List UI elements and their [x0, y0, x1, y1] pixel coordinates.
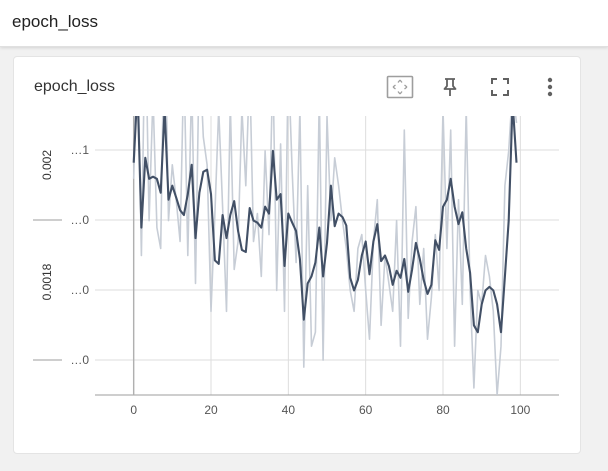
fullscreen-icon: [491, 78, 509, 96]
y-axis-value-label: 0.0018: [40, 263, 54, 300]
pin-button[interactable]: [436, 73, 464, 101]
fullscreen-button[interactable]: [486, 73, 514, 101]
y-tick-label: …0: [70, 213, 89, 227]
more-options-button[interactable]: [536, 73, 564, 101]
x-tick-label: 0: [130, 403, 137, 417]
y-tick-label: …1: [70, 143, 89, 157]
series-layer: [132, 116, 518, 395]
fit-domain-button[interactable]: [386, 73, 414, 101]
raw-series-line: [132, 116, 518, 395]
x-tick-label: 100: [510, 403, 530, 417]
fit-domain-icon: [386, 75, 414, 99]
y-axis-value-label: 0.002: [40, 150, 54, 180]
x-axis-ticks: 0 20 40 60 80 100: [130, 403, 530, 417]
more-vert-icon: [547, 77, 553, 97]
x-tick-label: 60: [359, 403, 373, 417]
page-title: epoch_loss: [12, 12, 99, 31]
y-tick-label: …0: [70, 353, 89, 367]
top-header: epoch_loss: [0, 0, 608, 47]
card-title: epoch_loss: [34, 78, 115, 95]
y-tick-label: …0: [70, 283, 89, 297]
y-axis-rotated-labels: 0.002 0.0018: [40, 150, 54, 301]
x-tick-label: 20: [204, 403, 218, 417]
y-axis-ticks: …1 …0 …0 …0: [70, 143, 89, 367]
x-tick-label: 40: [282, 403, 296, 417]
smoothed-series-line: [132, 116, 518, 334]
x-tick-label: 80: [436, 403, 450, 417]
pin-icon: [443, 78, 457, 96]
